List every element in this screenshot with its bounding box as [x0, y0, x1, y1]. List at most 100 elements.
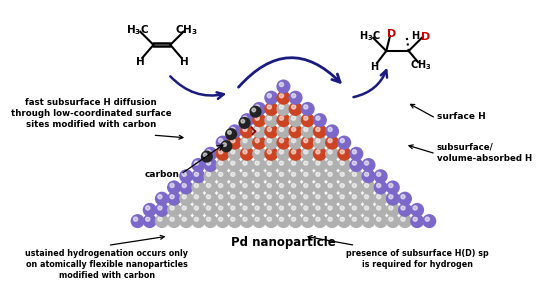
Circle shape	[170, 217, 174, 221]
Circle shape	[228, 147, 242, 161]
Circle shape	[252, 169, 266, 183]
Circle shape	[252, 180, 266, 194]
Circle shape	[337, 169, 351, 183]
Circle shape	[146, 217, 150, 221]
Circle shape	[292, 138, 296, 143]
Circle shape	[252, 203, 266, 217]
Circle shape	[316, 161, 320, 165]
Circle shape	[267, 138, 271, 143]
Circle shape	[216, 214, 230, 228]
Circle shape	[325, 214, 339, 228]
Circle shape	[241, 119, 244, 123]
Circle shape	[142, 203, 157, 217]
Circle shape	[279, 127, 283, 131]
Circle shape	[328, 161, 332, 165]
FancyArrowPatch shape	[353, 70, 387, 97]
Text: fast subsurface H diffusion
through low-coordinated surface
sites modified with : fast subsurface H diffusion through low-…	[10, 98, 171, 129]
Circle shape	[337, 147, 351, 161]
Circle shape	[252, 124, 266, 138]
Circle shape	[243, 172, 247, 176]
Circle shape	[398, 203, 412, 217]
Circle shape	[337, 192, 351, 206]
Circle shape	[207, 172, 210, 176]
Circle shape	[255, 150, 259, 154]
Circle shape	[191, 180, 206, 194]
Circle shape	[191, 203, 206, 217]
Circle shape	[313, 136, 327, 150]
Circle shape	[301, 113, 315, 127]
Circle shape	[276, 79, 290, 93]
Circle shape	[252, 192, 266, 206]
Circle shape	[267, 116, 271, 120]
Circle shape	[264, 102, 278, 116]
Circle shape	[376, 184, 381, 188]
FancyArrowPatch shape	[155, 135, 183, 139]
Circle shape	[289, 136, 302, 150]
Circle shape	[401, 206, 405, 210]
Circle shape	[231, 150, 235, 154]
Circle shape	[255, 206, 259, 210]
Circle shape	[255, 161, 259, 165]
Circle shape	[252, 102, 266, 116]
Circle shape	[313, 214, 327, 228]
Circle shape	[179, 203, 193, 217]
Text: $\mathbf{CH_3}$: $\mathbf{CH_3}$	[175, 23, 198, 37]
Circle shape	[255, 138, 259, 143]
Circle shape	[279, 150, 283, 154]
Circle shape	[255, 184, 259, 188]
Circle shape	[304, 217, 308, 221]
Circle shape	[352, 150, 357, 154]
Circle shape	[304, 105, 308, 109]
Text: $\mathbf{H_3C}$: $\mathbf{H_3C}$	[358, 29, 380, 43]
Circle shape	[340, 206, 344, 210]
Circle shape	[313, 147, 327, 161]
Circle shape	[362, 169, 375, 183]
Circle shape	[313, 113, 327, 127]
Circle shape	[231, 172, 235, 176]
Circle shape	[228, 192, 242, 206]
Circle shape	[401, 217, 405, 221]
Circle shape	[364, 217, 369, 221]
Circle shape	[216, 147, 230, 161]
Circle shape	[313, 124, 327, 138]
Circle shape	[362, 158, 375, 172]
Circle shape	[276, 214, 290, 228]
Circle shape	[207, 194, 210, 199]
Circle shape	[276, 158, 290, 172]
Circle shape	[349, 180, 363, 194]
Circle shape	[292, 116, 296, 120]
Circle shape	[337, 214, 351, 228]
Circle shape	[374, 192, 387, 206]
Circle shape	[279, 116, 283, 120]
FancyArrowPatch shape	[409, 145, 433, 153]
Circle shape	[240, 124, 254, 138]
Text: carbon: carbon	[145, 170, 180, 179]
Circle shape	[279, 172, 283, 176]
Circle shape	[313, 203, 327, 217]
Circle shape	[267, 161, 271, 165]
Circle shape	[267, 184, 271, 188]
Circle shape	[276, 169, 290, 183]
Circle shape	[301, 102, 315, 116]
Circle shape	[389, 184, 393, 188]
Circle shape	[170, 184, 174, 188]
Circle shape	[264, 91, 278, 105]
Circle shape	[337, 180, 351, 194]
Circle shape	[386, 214, 400, 228]
Circle shape	[276, 124, 290, 138]
Circle shape	[170, 194, 174, 199]
Circle shape	[252, 108, 255, 112]
Circle shape	[203, 180, 218, 194]
Circle shape	[364, 172, 369, 176]
Text: $\mathbf{CH_3}$: $\mathbf{CH_3}$	[410, 58, 432, 72]
Circle shape	[264, 158, 278, 172]
Circle shape	[167, 180, 181, 194]
Circle shape	[410, 203, 424, 217]
Circle shape	[301, 214, 315, 228]
Circle shape	[264, 124, 278, 138]
Circle shape	[195, 172, 198, 176]
Circle shape	[340, 138, 344, 143]
Circle shape	[267, 150, 271, 154]
Circle shape	[267, 105, 271, 109]
Text: presence of subsurface H(D) sp
is required for hydrogen: presence of subsurface H(D) sp is requir…	[346, 249, 489, 269]
